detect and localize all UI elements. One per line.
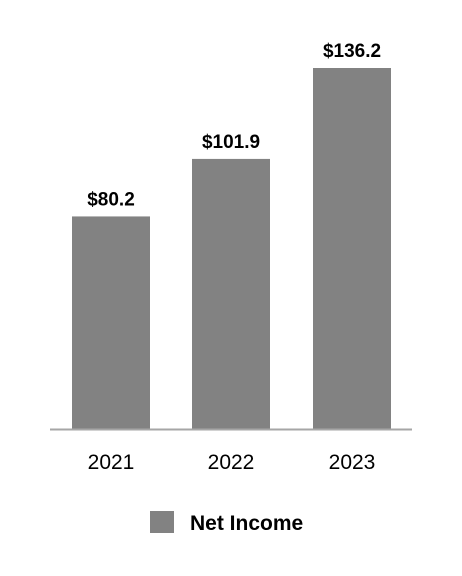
x-tick-label-2023: 2023 [329,451,376,474]
bars-group [72,68,391,429]
bar-2021 [72,216,150,429]
data-label-2022: $101.9 [202,132,260,153]
legend-swatch-net-income [150,511,174,533]
x-tick-label-2022: 2022 [208,451,255,474]
data-labels-group: $80.2 $101.9 $136.2 [87,41,381,210]
bar-2023 [313,68,391,429]
x-tick-label-2021: 2021 [88,451,135,474]
legend-label-net-income: Net Income [190,512,303,535]
data-label-2021: $80.2 [87,189,135,210]
data-label-2023: $136.2 [323,41,381,62]
bar-2022 [192,158,270,429]
x-tick-labels-group: 2021 2022 2023 [88,451,376,474]
legend: Net Income [150,511,303,535]
